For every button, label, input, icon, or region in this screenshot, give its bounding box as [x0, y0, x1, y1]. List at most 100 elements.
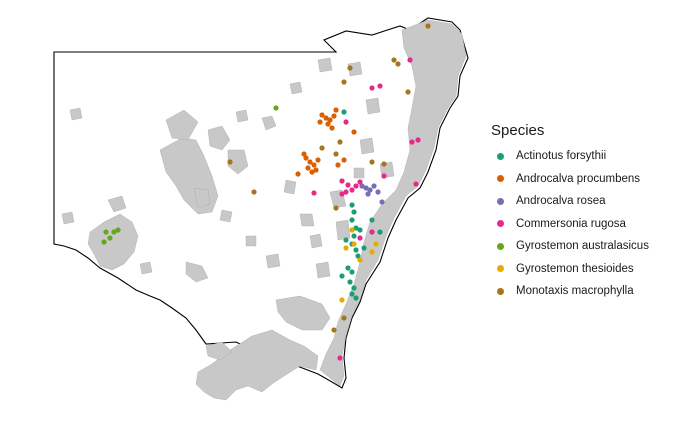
occurrence-point [301, 151, 307, 157]
occurrence-point [333, 205, 339, 211]
legend-label: Gyrostemon australasicus [516, 240, 649, 253]
occurrence-point [347, 65, 353, 71]
legend-item: Androcalva rosea [491, 190, 649, 213]
legend: Species Actinotus forsythii Androcalva pr… [491, 122, 649, 303]
occurrence-point [313, 167, 319, 173]
legend-item: Commersonia rugosa [491, 213, 649, 236]
occurrence-point [369, 249, 375, 255]
occurrence-points [101, 23, 431, 361]
state-boundary [53, 17, 469, 389]
occurrence-point [357, 235, 363, 241]
occurrence-point [251, 189, 257, 195]
occurrence-point [351, 285, 357, 291]
occurrence-point [381, 161, 387, 167]
occurrence-point [363, 185, 369, 191]
occurrence-point [339, 178, 345, 184]
occurrence-point [369, 217, 375, 223]
occurrence-point [413, 181, 419, 187]
occurrence-point [361, 245, 367, 251]
legend-title: Species [491, 122, 545, 139]
occurrence-point [351, 129, 357, 135]
occurrence-point [273, 105, 279, 111]
legend-swatch [497, 197, 504, 205]
legend-swatch [497, 175, 504, 183]
occurrence-point [349, 269, 355, 275]
occurrence-point [357, 179, 363, 185]
occurrence-point [115, 227, 121, 233]
legend-item: Monotaxis macrophylla [491, 280, 649, 303]
occurrence-point [369, 159, 375, 165]
occurrence-point [333, 151, 339, 157]
occurrence-point [357, 227, 363, 233]
occurrence-point [343, 189, 349, 195]
occurrence-point [425, 23, 431, 29]
occurrence-point [355, 253, 361, 259]
occurrence-point [415, 137, 421, 143]
occurrence-point [409, 139, 415, 145]
occurrence-point [381, 173, 387, 179]
occurrence-point [309, 169, 315, 175]
legend-label: Actinotus forsythii [516, 150, 607, 163]
occurrence-point [375, 189, 381, 195]
occurrence-point [405, 89, 411, 95]
occurrence-point [395, 61, 401, 67]
occurrence-point [311, 162, 317, 168]
occurrence-point [357, 257, 363, 263]
legend-item: Gyrostemon australasicus [491, 235, 649, 258]
occurrence-point [353, 247, 359, 253]
legend-item: Gyrostemon thesioides [491, 258, 649, 281]
legend-swatch [497, 220, 504, 228]
occurrence-point [377, 229, 383, 235]
occurrence-point [371, 183, 377, 189]
occurrence-point [323, 115, 329, 121]
occurrence-point [343, 245, 349, 251]
occurrence-point [359, 183, 365, 189]
occurrence-point [369, 85, 375, 91]
occurrence-point [341, 109, 347, 115]
occurrence-point [331, 327, 337, 333]
occurrence-point [325, 121, 331, 127]
occurrence-point [341, 315, 347, 321]
occurrence-point [367, 187, 373, 193]
occurrence-point [327, 117, 333, 123]
legend-items: Actinotus forsythii Androcalva procumbens… [491, 145, 649, 303]
legend-label: Monotaxis macrophylla [516, 285, 634, 298]
occurrence-point [379, 199, 385, 205]
occurrence-point [353, 295, 359, 301]
legend-swatch [497, 242, 504, 250]
occurrence-point [339, 297, 345, 303]
occurrence-point [345, 182, 351, 188]
legend-item: Actinotus forsythii [491, 145, 649, 168]
occurrence-point [107, 235, 113, 241]
occurrence-point [335, 162, 341, 168]
legend-label: Androcalva rosea [516, 195, 606, 208]
occurrence-point [319, 145, 325, 151]
occurrence-point [369, 229, 375, 235]
occurrence-point [349, 202, 355, 208]
occurrence-point [353, 225, 359, 231]
occurrence-point [351, 241, 357, 247]
legend-swatch [497, 287, 504, 295]
occurrence-point [101, 239, 107, 245]
legend-label: Gyrostemon thesioides [516, 262, 634, 275]
occurrence-point [349, 187, 355, 193]
occurrence-point [331, 113, 337, 119]
occurrence-point [343, 237, 349, 243]
occurrence-point [305, 165, 311, 171]
occurrence-point [311, 190, 317, 196]
occurrence-point [349, 291, 355, 297]
occurrence-point [317, 119, 323, 125]
occurrence-point [345, 265, 351, 271]
occurrence-point [329, 125, 335, 131]
occurrence-point [341, 79, 347, 85]
occurrence-point [353, 183, 359, 189]
occurrence-point [295, 171, 301, 177]
legend-item: Androcalva procumbens [491, 168, 649, 191]
occurrence-point [373, 241, 379, 247]
occurrence-point [111, 229, 117, 235]
legend-swatch [497, 265, 504, 273]
occurrence-point [227, 159, 233, 165]
legend-swatch [497, 152, 504, 160]
legend-label: Androcalva procumbens [516, 172, 641, 185]
